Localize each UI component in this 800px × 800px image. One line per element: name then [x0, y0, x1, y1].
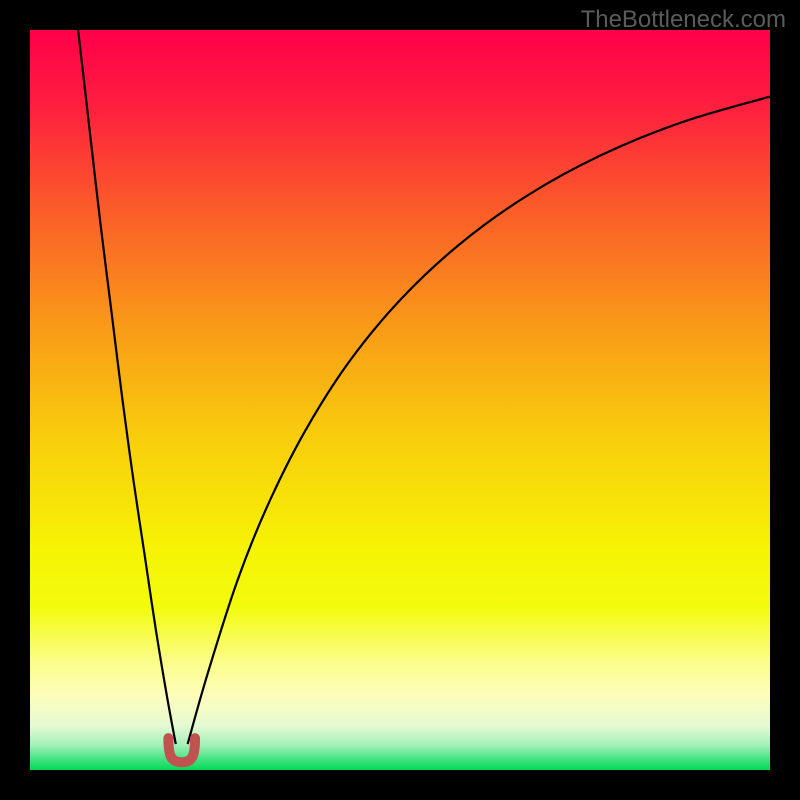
- chart-stage: TheBottleneck.com: [0, 0, 800, 800]
- gradient-background: [30, 30, 770, 770]
- watermark-text: TheBottleneck.com: [581, 6, 786, 34]
- plot-area: [30, 30, 770, 770]
